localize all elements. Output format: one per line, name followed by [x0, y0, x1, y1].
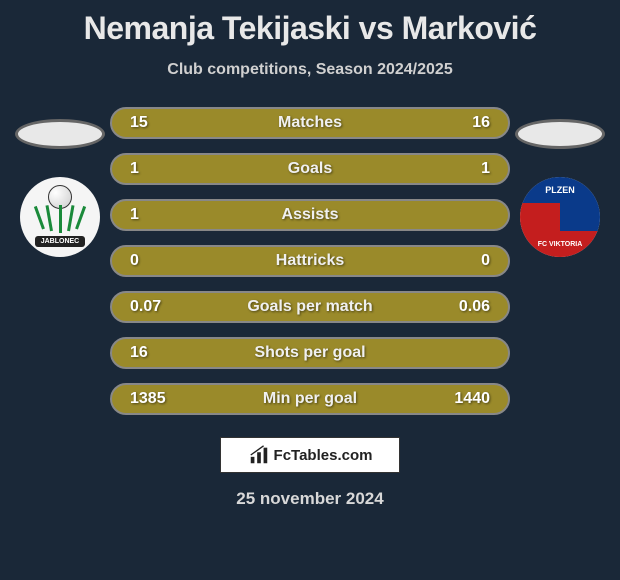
chart-icon	[248, 444, 270, 466]
comparison-content: JABLONEC PLZEN FC VIKTORIA 15 Matches 16 1 G…	[0, 107, 620, 415]
stat-label: Goals per match	[247, 298, 372, 316]
club-ellipse-right	[515, 119, 605, 149]
fctables-label: FcTables.com	[274, 447, 373, 464]
badge-stripes	[42, 205, 78, 231]
stat-label: Min per goal	[263, 390, 357, 408]
stat-value-left: 1	[130, 206, 180, 224]
plzen-bottom-text: FC VIKTORIA	[520, 231, 600, 257]
stat-value-right: 1440	[440, 390, 490, 408]
stat-row: 16 Shots per goal	[110, 337, 510, 369]
stat-rows-container: 15 Matches 16 1 Goals 1 1 Assists 0 Hattricks 0 0.0…	[110, 107, 510, 415]
stat-value-right: 1	[440, 160, 490, 178]
plzen-colors	[520, 203, 600, 231]
stat-row: 1 Goals 1	[110, 153, 510, 185]
club-ellipse-left	[15, 119, 105, 149]
stat-value-right: 16	[440, 114, 490, 132]
badge-text-left: JABLONEC	[35, 236, 86, 247]
stat-value-left: 1385	[130, 390, 180, 408]
page-title: Nemanja Tekijaski vs Marković	[0, 0, 620, 47]
club-badge-left: JABLONEC	[20, 177, 100, 257]
stat-row: 1385 Min per goal 1440	[110, 383, 510, 415]
fctables-watermark: FcTables.com	[220, 437, 400, 473]
plzen-top-text: PLZEN	[520, 177, 600, 203]
stat-value-left: 15	[130, 114, 180, 132]
stat-value-right: 0	[440, 252, 490, 270]
club-badge-right: PLZEN FC VIKTORIA	[520, 177, 600, 257]
stat-row: 0.07 Goals per match 0.06	[110, 291, 510, 323]
date-label: 25 november 2024	[0, 489, 620, 509]
stat-value-right: 0.06	[440, 298, 490, 316]
stat-label: Goals	[288, 160, 332, 178]
stat-value-left: 16	[130, 344, 180, 362]
stat-label: Shots per goal	[254, 344, 365, 362]
stat-label: Hattricks	[276, 252, 344, 270]
page-subtitle: Club competitions, Season 2024/2025	[0, 61, 620, 79]
stat-label: Matches	[278, 114, 342, 132]
stat-value-left: 0	[130, 252, 180, 270]
stat-label: Assists	[282, 206, 339, 224]
stat-row: 0 Hattricks 0	[110, 245, 510, 277]
stat-row: 1 Assists	[110, 199, 510, 231]
plzen-badge: PLZEN FC VIKTORIA	[520, 177, 600, 257]
stat-value-left: 1	[130, 160, 180, 178]
jablonec-badge: JABLONEC	[20, 177, 100, 257]
stat-value-left: 0.07	[130, 298, 180, 316]
stat-row: 15 Matches 16	[110, 107, 510, 139]
